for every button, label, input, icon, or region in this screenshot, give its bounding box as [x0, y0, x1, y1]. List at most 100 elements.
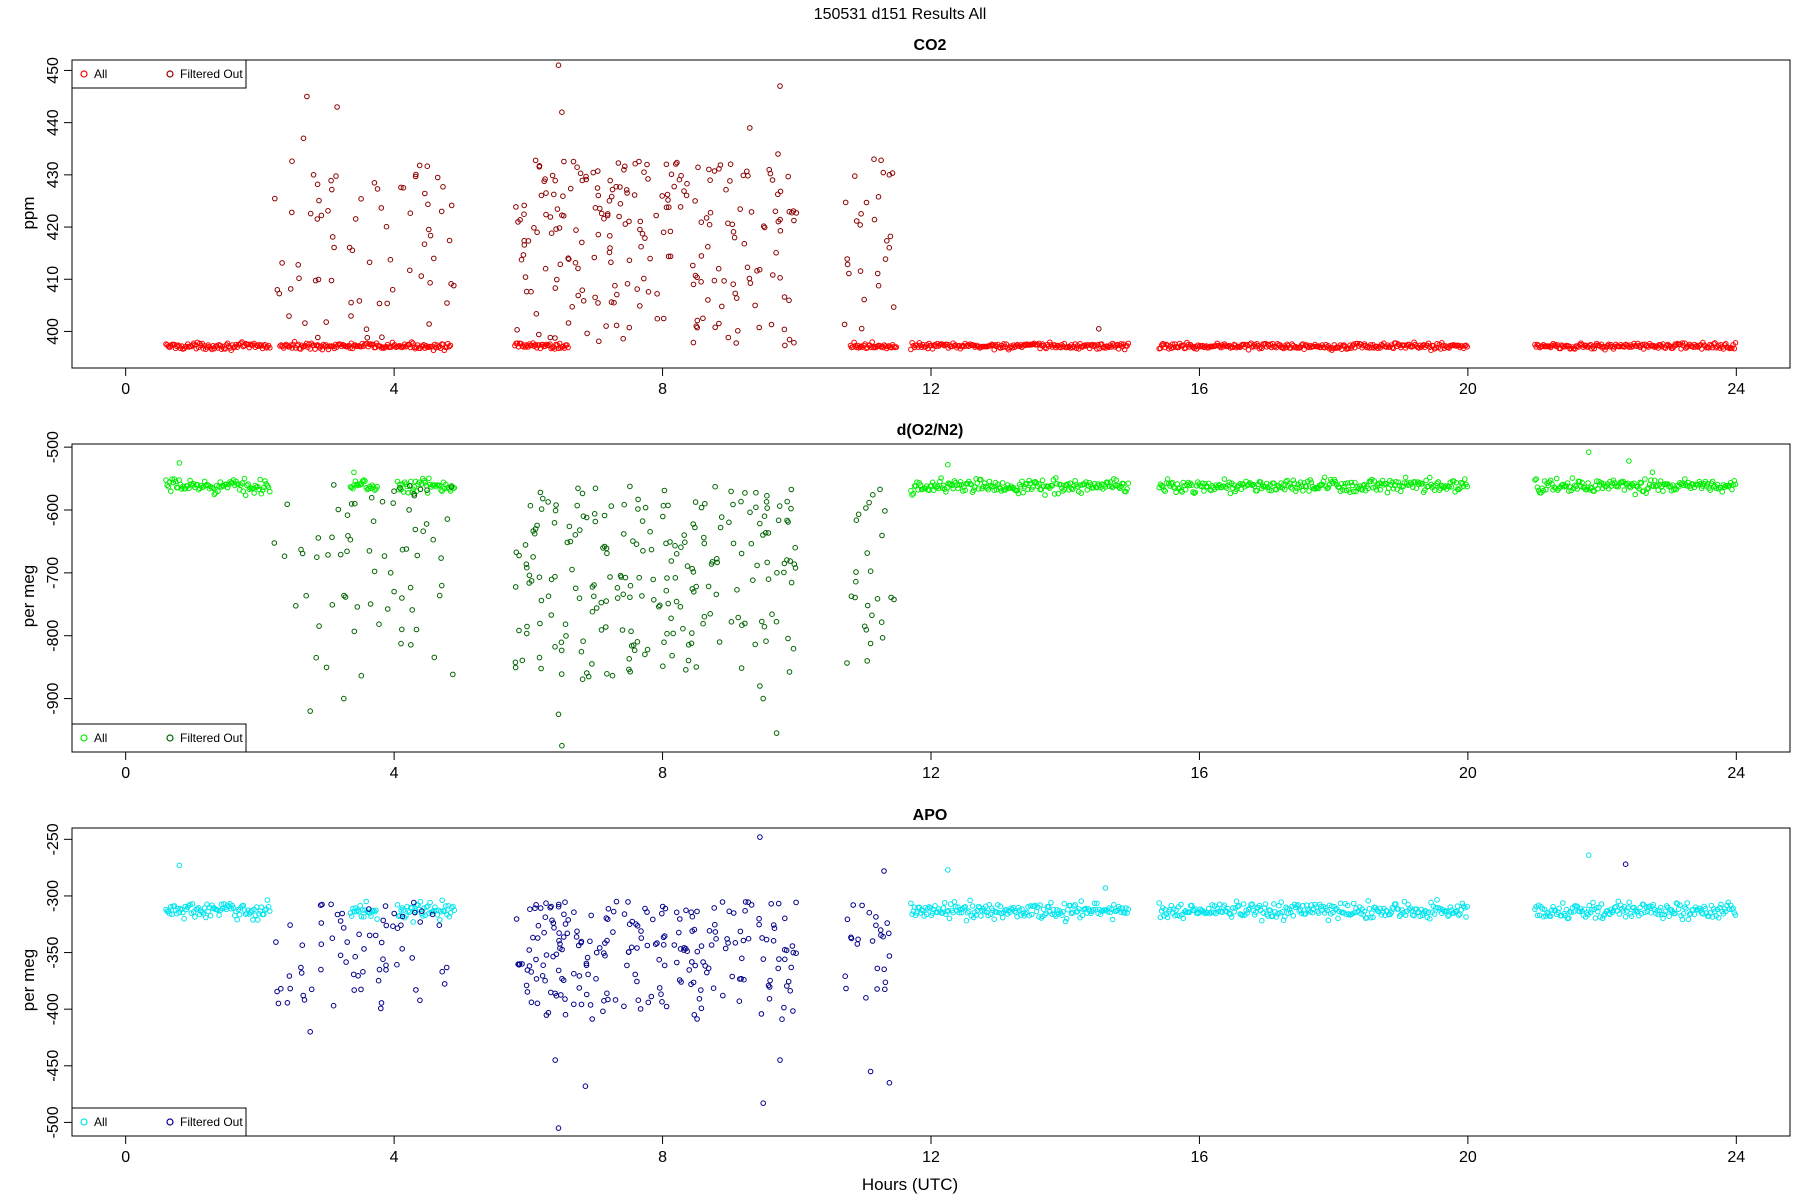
point-all-co2	[289, 345, 295, 351]
point-all-apo	[1707, 910, 1713, 916]
point-filtered-co2	[608, 299, 615, 305]
point-filtered-apo	[582, 1083, 589, 1089]
point-filtered-do2n2	[701, 534, 707, 541]
point-all-apo	[1350, 900, 1357, 907]
point-filtered-do2n2	[341, 695, 347, 702]
point-filtered-do2n2	[667, 539, 673, 545]
y-tick-label-co2: 430	[45, 161, 62, 188]
point-all-apo	[1008, 905, 1014, 912]
point-filtered-do2n2	[869, 612, 875, 619]
point-all-apo	[207, 912, 214, 919]
point-all-apo	[1361, 908, 1368, 915]
point-filtered-apo	[380, 956, 386, 963]
point-all-co2	[973, 342, 979, 349]
point-filtered-co2	[719, 303, 725, 310]
point-filtered-apo	[633, 921, 639, 927]
point-all-apo	[908, 900, 914, 907]
point-filtered-do2n2	[701, 613, 708, 620]
point-filtered-apo	[562, 921, 569, 927]
point-filtered-apo	[1622, 861, 1629, 868]
point-filtered-co2	[745, 173, 751, 179]
point-filtered-do2n2	[614, 595, 621, 601]
point-filtered-co2	[553, 226, 559, 232]
point-all-co2	[1161, 341, 1167, 348]
point-filtered-do2n2	[329, 534, 335, 541]
point-all-do2n2	[224, 484, 231, 491]
point-all-apo	[1672, 910, 1678, 917]
point-all-apo	[940, 905, 947, 911]
point-filtered-co2	[522, 274, 529, 280]
point-filtered-co2	[644, 161, 650, 168]
point-filtered-apo	[409, 955, 416, 961]
point-filtered-co2	[532, 157, 539, 164]
point-filtered-do2n2	[371, 568, 378, 575]
point-filtered-apo	[770, 938, 777, 944]
point-filtered-apo	[412, 909, 418, 916]
point-filtered-do2n2	[866, 499, 872, 506]
point-filtered-co2	[729, 221, 736, 228]
point-all-apo	[1329, 903, 1335, 910]
point-all-apo	[1453, 908, 1460, 915]
point-filtered-apo	[287, 985, 294, 992]
point-filtered-do2n2	[572, 532, 579, 538]
point-filtered-do2n2	[591, 593, 597, 600]
point-filtered-apo	[562, 1011, 569, 1018]
x-tick-label-co2: 4	[390, 381, 399, 398]
point-filtered-co2	[272, 195, 278, 202]
point-filtered-co2	[426, 226, 432, 233]
point-filtered-apo	[576, 985, 583, 991]
point-filtered-do2n2	[660, 513, 666, 520]
point-all-apo	[909, 911, 915, 918]
point-filtered-do2n2	[698, 504, 705, 511]
point-all-apo	[945, 867, 951, 873]
point-filtered-co2	[398, 184, 404, 191]
point-filtered-apo	[439, 968, 446, 975]
point-filtered-co2	[329, 234, 336, 240]
point-filtered-apo	[526, 947, 533, 953]
point-all-do2n2	[1324, 485, 1330, 492]
point-all-do2n2	[968, 481, 975, 488]
point-all-co2	[1069, 344, 1076, 351]
point-filtered-apo	[844, 916, 851, 923]
point-filtered-do2n2	[591, 511, 598, 517]
point-all-apo	[1239, 912, 1246, 919]
point-filtered-co2	[871, 156, 877, 162]
point-all-do2n2	[1262, 484, 1269, 490]
point-filtered-co2	[637, 226, 643, 233]
point-filtered-co2	[844, 256, 851, 262]
point-all-co2	[1601, 343, 1607, 350]
point-all-apo	[1269, 913, 1276, 919]
point-all-apo	[182, 903, 189, 910]
point-filtered-apo	[356, 931, 362, 938]
point-all-do2n2	[240, 488, 247, 495]
point-filtered-co2	[573, 227, 579, 233]
x-tick-label-co2: 8	[658, 381, 667, 398]
point-filtered-apo	[361, 946, 367, 952]
point-all-apo	[373, 907, 379, 914]
point-all-do2n2	[1026, 477, 1032, 484]
point-filtered-do2n2	[757, 520, 763, 527]
point-all-do2n2	[1069, 486, 1076, 493]
point-filtered-apo	[573, 934, 580, 940]
point-filtered-co2	[603, 323, 609, 329]
point-filtered-co2	[440, 184, 446, 190]
point-all-apo	[1661, 911, 1667, 918]
point-filtered-do2n2	[670, 630, 677, 637]
point-filtered-apo	[429, 911, 436, 918]
point-all-do2n2	[1660, 488, 1666, 494]
point-filtered-apo	[555, 967, 562, 974]
point-filtered-co2	[748, 209, 755, 215]
point-filtered-do2n2	[664, 630, 670, 637]
point-filtered-apo	[698, 987, 704, 993]
point-filtered-apo	[298, 970, 305, 976]
point-all-do2n2	[1055, 490, 1061, 497]
point-filtered-co2	[698, 219, 705, 225]
point-filtered-do2n2	[603, 545, 610, 552]
point-all-do2n2	[937, 478, 943, 485]
point-filtered-do2n2	[545, 593, 552, 600]
point-all-apo	[1195, 910, 1201, 917]
point-all-apo	[358, 913, 365, 920]
point-all-do2n2	[1377, 487, 1383, 493]
point-filtered-co2	[521, 237, 528, 244]
panel-do2n2: d(O2/N2) per meg 0 4 8 12 16 20 24-500-600-700…	[19, 422, 1791, 782]
